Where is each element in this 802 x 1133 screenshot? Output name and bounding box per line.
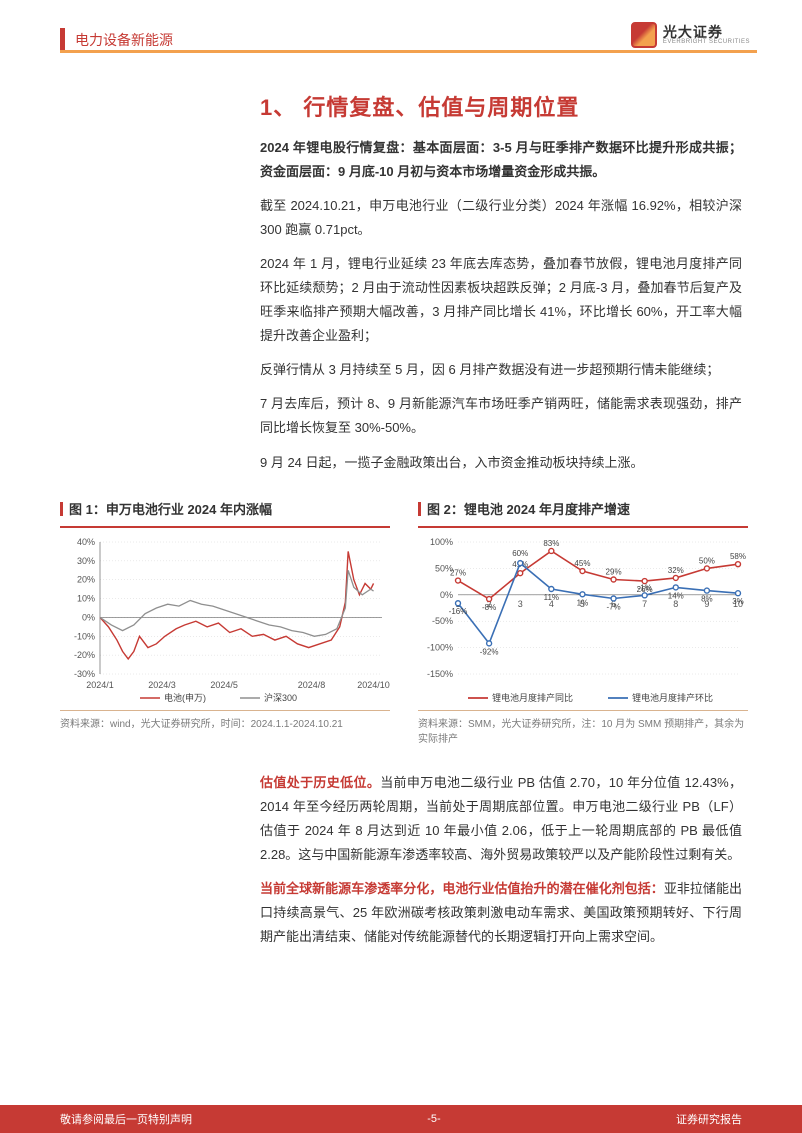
svg-text:32%: 32% [668, 565, 684, 574]
charts-row: 图 1：申万电池行业 2024 年内涨幅 -30% -20% -10% 0% 10% 20… [60, 499, 742, 745]
body-paragraph: 9 月 24 日起，一揽子金融政策出台，入市资金推动板块持续上涨。 [260, 451, 742, 475]
logo-mark-icon [631, 22, 657, 48]
svg-text:-7%: -7% [606, 602, 620, 611]
svg-text:-50%: -50% [432, 616, 453, 626]
header-divider [60, 50, 757, 53]
svg-text:-100%: -100% [427, 642, 453, 652]
svg-text:0%: 0% [440, 589, 453, 599]
svg-text:-30%: -30% [74, 669, 95, 679]
lower-text-block: 估值处于历史低位。当前申万电池二级行业 PB 估值 2.70，10 年分位值 1… [260, 771, 742, 949]
body-paragraph: 2024 年 1 月，锂电行业延续 23 年底去库态势，叠加春节放假，锂电池月度… [260, 252, 742, 348]
svg-text:2024/3: 2024/3 [148, 680, 176, 690]
svg-text:-10%: -10% [74, 631, 95, 641]
svg-text:2024/8: 2024/8 [298, 680, 326, 690]
svg-text:7: 7 [642, 598, 647, 608]
svg-text:14%: 14% [668, 591, 684, 600]
logo-text-en: EVERBRIGHT SECURITIES [663, 39, 750, 45]
chart-1-title: 图 1：申万电池行业 2024 年内涨幅 [60, 499, 390, 518]
svg-text:-92%: -92% [480, 647, 499, 656]
svg-text:83%: 83% [543, 539, 559, 548]
body-paragraph: 7 月去库后，预计 8、9 月新能源汽车市场旺季产销两旺，储能需求表现强劲，排产… [260, 392, 742, 440]
svg-text:-20%: -20% [74, 650, 95, 660]
svg-text:沪深300: 沪深300 [264, 692, 297, 703]
logo: 光大证券 EVERBRIGHT SECURITIES [631, 22, 750, 48]
footer-left: 敬请参阅最后一页特别声明 [60, 1111, 192, 1127]
chart-1-block: 图 1：申万电池行业 2024 年内涨幅 -30% -20% -10% 0% 10% 20… [60, 499, 390, 745]
page-footer: 敬请参阅最后一页特别声明 -5- 证券研究报告 [0, 1105, 802, 1133]
svg-text:3: 3 [518, 598, 523, 608]
chart-2-source: 资料来源：SMM，光大证券研究所，注：10 月为 SMM 预期排产，其余为实际排… [418, 710, 748, 745]
section-heading: 1、 行情复盘、估值与周期位置 [260, 90, 742, 122]
header-accent [60, 28, 65, 50]
chart-2-title: 图 2：锂电池 2024 年月度排产增速 [418, 499, 748, 518]
svg-text:锂电池月度排产环比: 锂电池月度排产环比 [632, 692, 713, 703]
svg-text:11%: 11% [544, 593, 559, 602]
svg-text:-1%: -1% [638, 583, 652, 592]
chart-2-svg: -150%-100%-50%0%50%100%1234567891027%-8%… [418, 534, 748, 704]
red-lead: 当前全球新能源车渗透率分化，电池行业估值抬升的潜在催化剂包括： [260, 881, 664, 896]
svg-text:100%: 100% [430, 537, 453, 547]
svg-text:2024/10: 2024/10 [357, 680, 390, 690]
lead-paragraph: 2024 年锂电股行情复盘：基本面层面：3-5 月与旺季排产数据环比提升形成共振… [260, 136, 742, 184]
svg-text:3%: 3% [732, 597, 744, 606]
valuation-paragraph: 估值处于历史低位。当前申万电池二级行业 PB 估值 2.70，10 年分位值 1… [260, 771, 742, 867]
svg-text:10%: 10% [77, 593, 95, 603]
svg-text:8%: 8% [701, 594, 713, 603]
svg-text:1%: 1% [577, 598, 589, 607]
svg-text:锂电池月度排产同比: 锂电池月度排产同比 [492, 692, 573, 703]
footer-right: 证券研究报告 [676, 1111, 742, 1127]
chart-2-title-text: 图 2：锂电池 2024 年月度排产增速 [427, 502, 630, 517]
svg-text:45%: 45% [574, 559, 590, 568]
catalyst-paragraph: 当前全球新能源车渗透率分化，电池行业估值抬升的潜在催化剂包括：亚非拉储能出口持续… [260, 877, 742, 949]
svg-text:电池(申万): 电池(申万) [164, 692, 206, 703]
chart-2-block: 图 2：锂电池 2024 年月度排产增速 -150% -100% -50% 0% 50%… [418, 499, 748, 745]
svg-text:60%: 60% [512, 549, 528, 558]
svg-text:2024/5: 2024/5 [210, 680, 238, 690]
body-paragraph: 截至 2024.10.21，申万电池行业（二级行业分类）2024 年涨幅 16.… [260, 194, 742, 242]
logo-text-cn: 光大证券 [663, 25, 750, 39]
svg-text:58%: 58% [730, 552, 746, 561]
svg-text:40%: 40% [77, 537, 95, 547]
chart-1-title-text: 图 1：申万电池行业 2024 年内涨幅 [69, 502, 272, 517]
chart-1-svg: -30% -20% -10% 0% 10% 20% 30% 40% 2024/1 2024/3 20… [60, 534, 390, 704]
body-paragraph: 反弹行情从 3 月持续至 5 月，因 6 月排产数据没有进一步超预期行情未能继续… [260, 358, 742, 382]
svg-text:-16%: -16% [449, 607, 468, 616]
header-bar: 电力设备新能源 光大证券 EVERBRIGHT SECURITIES [0, 0, 802, 72]
svg-text:30%: 30% [77, 555, 95, 565]
svg-text:-8%: -8% [482, 603, 496, 612]
svg-text:0%: 0% [82, 612, 95, 622]
red-lead: 估值处于历史低位。 [260, 775, 380, 790]
svg-text:2024/1: 2024/1 [86, 680, 114, 690]
svg-text:29%: 29% [606, 567, 622, 576]
chart-1-source: 资料来源：wind，光大证券研究所，时间：2024.1.1-2024.10.21 [60, 710, 390, 730]
svg-text:50%: 50% [699, 556, 715, 565]
svg-text:27%: 27% [450, 568, 466, 577]
section-name: 电力设备新能源 [75, 30, 173, 50]
svg-text:20%: 20% [77, 574, 95, 584]
footer-page-number: -5- [427, 1113, 440, 1125]
svg-text:-150%: -150% [427, 669, 453, 679]
